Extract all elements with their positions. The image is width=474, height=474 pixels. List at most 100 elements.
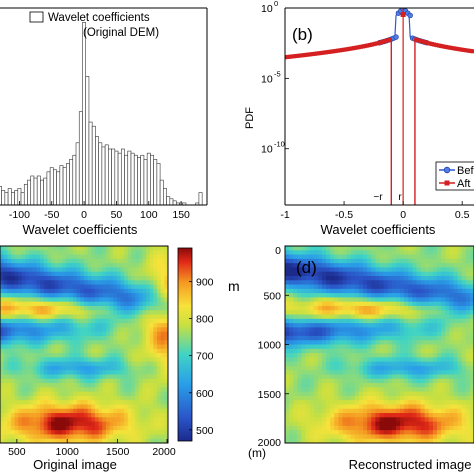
histogram-bar (36, 175, 41, 206)
dem-cell (321, 417, 327, 423)
dem-cell (62, 374, 67, 380)
dem-cell (412, 353, 418, 358)
dem-cell (160, 340, 165, 346)
dem-cell (428, 417, 434, 423)
dem-cell (285, 327, 290, 333)
dem-cell (293, 271, 298, 277)
dem-cell (400, 383, 405, 388)
dem-cell (346, 391, 352, 397)
dem-cell (10, 383, 16, 388)
dem-cell (309, 408, 315, 414)
dem-cell (400, 395, 405, 401)
dem-cell (305, 425, 311, 431)
dem-cell (346, 327, 352, 333)
dem-cell (146, 413, 151, 418)
dem-cell (113, 340, 118, 346)
dem-cell (428, 314, 434, 320)
dem-cell (124, 275, 129, 281)
dem-cell (297, 365, 303, 371)
dem-cell (391, 344, 397, 350)
dem-cell (32, 340, 38, 346)
dem-cell (371, 258, 376, 264)
dem-cell (21, 434, 27, 440)
dem-cell (142, 391, 147, 397)
dem-cell (317, 408, 323, 414)
dem-cell (127, 301, 133, 307)
dem-cell (375, 335, 381, 341)
dem-cell (43, 271, 49, 277)
dem-cell (149, 357, 154, 363)
dem-cell (437, 430, 442, 436)
dem-cell (131, 370, 136, 376)
dem-cell (437, 335, 442, 341)
dem-cell (293, 314, 298, 320)
dem-cell (424, 250, 430, 256)
dem-cell (469, 348, 474, 354)
dem-cell (7, 370, 12, 376)
dem-cell (29, 275, 34, 281)
dem-cell (18, 305, 23, 311)
dem-cell (94, 425, 100, 431)
dem-cell (363, 331, 368, 337)
dem-cell (142, 378, 147, 384)
histogram-bar (120, 148, 125, 206)
dem-cell (441, 280, 446, 286)
dem-cell (131, 331, 136, 337)
dem-cell (138, 438, 144, 443)
dem-cell (29, 400, 34, 406)
dem-cell (91, 404, 96, 410)
dem-cell (113, 383, 118, 388)
dem-cell (354, 370, 360, 376)
dem-cell (400, 280, 405, 286)
dem-cell (383, 318, 389, 324)
dem-cell (445, 421, 450, 427)
dem-cell (76, 400, 81, 406)
dem-cell (445, 297, 450, 303)
dem-cell (404, 271, 409, 277)
dem-cell (321, 293, 327, 298)
dem-cell (416, 378, 422, 384)
dem-cell (301, 250, 307, 256)
dem-cell (102, 348, 107, 354)
dem-cell (330, 365, 335, 371)
dem-cell (387, 305, 393, 311)
dem-cell (54, 301, 60, 307)
dem-cell (135, 258, 140, 264)
dem-cell (354, 344, 360, 350)
dem-cell (404, 254, 409, 260)
dem-cell (40, 280, 45, 286)
dem-cell (146, 305, 151, 311)
dem-cell (120, 421, 125, 427)
dem-cell (420, 314, 426, 320)
dem-cell (350, 293, 356, 298)
dem-cell (334, 310, 340, 316)
dem-cell (43, 361, 49, 367)
dem-cell (453, 387, 459, 393)
y-tick-label: 500 (263, 290, 281, 302)
dem-cell (91, 331, 96, 337)
dem-cell (87, 314, 92, 320)
dem-cell (164, 314, 168, 320)
dem-cell (437, 374, 442, 380)
dem-cell (363, 267, 368, 273)
dem-cell (420, 271, 426, 277)
dem-cell (301, 400, 307, 406)
dem-cell (18, 344, 23, 350)
dem-cell (157, 421, 162, 427)
dem-cell (297, 301, 303, 307)
dem-cell (124, 408, 129, 414)
dem-cell (157, 246, 162, 251)
dem-cell (54, 383, 60, 388)
dem-cell (91, 275, 96, 281)
dem-cell (102, 370, 107, 376)
dem-cell (54, 378, 60, 384)
dem-cell (94, 408, 100, 414)
dem-cell (309, 395, 315, 401)
dem-cell (40, 417, 45, 423)
dem-cell (146, 430, 151, 436)
dem-cell (65, 263, 70, 269)
dem-cell (363, 340, 368, 346)
dem-cell (113, 361, 118, 367)
dem-cell (317, 400, 323, 406)
dem-cell (297, 434, 303, 440)
